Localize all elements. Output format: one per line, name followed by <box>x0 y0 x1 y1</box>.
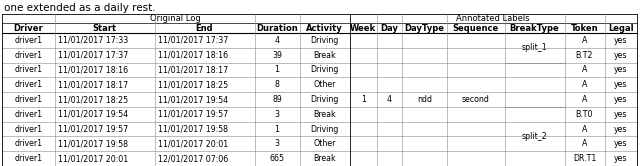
Text: 11/01/2017 19:58: 11/01/2017 19:58 <box>58 139 127 148</box>
Text: 4: 4 <box>387 95 392 104</box>
Text: yes: yes <box>614 154 627 163</box>
Text: Token: Token <box>571 24 598 33</box>
Text: A: A <box>582 65 587 74</box>
Text: Other: Other <box>314 139 336 148</box>
Text: 11/01/2017 20:01: 11/01/2017 20:01 <box>157 139 228 148</box>
Text: DR.T1: DR.T1 <box>573 154 596 163</box>
Text: 11/01/2017 17:33: 11/01/2017 17:33 <box>58 36 128 45</box>
Text: Break: Break <box>313 51 336 60</box>
Text: driver1: driver1 <box>14 65 42 74</box>
Text: yes: yes <box>614 95 627 104</box>
Text: Duration: Duration <box>256 24 298 33</box>
Text: B.T2: B.T2 <box>576 51 593 60</box>
Text: A: A <box>582 95 587 104</box>
Text: one extended as a daily rest.: one extended as a daily rest. <box>4 3 156 13</box>
Text: Driving: Driving <box>310 95 339 104</box>
Text: Sequence: Sequence <box>452 24 499 33</box>
Text: A: A <box>582 80 587 89</box>
Text: driver1: driver1 <box>14 36 42 45</box>
Text: 1: 1 <box>275 65 280 74</box>
Text: split_2: split_2 <box>522 132 547 141</box>
Text: A: A <box>582 36 587 45</box>
Text: 11/01/2017 19:57: 11/01/2017 19:57 <box>157 110 228 119</box>
Text: DayType: DayType <box>404 24 445 33</box>
Text: driver1: driver1 <box>14 95 42 104</box>
Text: Other: Other <box>314 80 336 89</box>
Text: 1: 1 <box>275 124 280 134</box>
Text: 11/01/2017 19:57: 11/01/2017 19:57 <box>58 124 127 134</box>
Text: Annotated Labels: Annotated Labels <box>456 14 530 23</box>
Text: Day: Day <box>381 24 399 33</box>
Text: Original Log: Original Log <box>150 14 201 23</box>
Text: BreakType: BreakType <box>509 24 559 33</box>
Text: 11/01/2017 18:25: 11/01/2017 18:25 <box>58 95 127 104</box>
Text: yes: yes <box>614 51 627 60</box>
Text: 11/01/2017 19:54: 11/01/2017 19:54 <box>157 95 228 104</box>
Text: 11/01/2017 18:17: 11/01/2017 18:17 <box>157 65 228 74</box>
Text: 3: 3 <box>275 110 280 119</box>
Text: 665: 665 <box>269 154 285 163</box>
Text: 1: 1 <box>361 95 365 104</box>
Text: Driving: Driving <box>310 124 339 134</box>
Text: Week: Week <box>350 24 376 33</box>
Text: driver1: driver1 <box>14 51 42 60</box>
Text: driver1: driver1 <box>14 80 42 89</box>
Text: 11/01/2017 18:17: 11/01/2017 18:17 <box>58 80 127 89</box>
Text: 11/01/2017 19:58: 11/01/2017 19:58 <box>157 124 227 134</box>
Text: yes: yes <box>614 80 627 89</box>
Text: Driver: Driver <box>13 24 43 33</box>
Text: Start: Start <box>92 24 116 33</box>
Text: Break: Break <box>313 154 336 163</box>
Text: driver1: driver1 <box>14 124 42 134</box>
Text: 11/01/2017 18:16: 11/01/2017 18:16 <box>157 51 228 60</box>
Text: driver1: driver1 <box>14 154 42 163</box>
Text: Driving: Driving <box>310 36 339 45</box>
Text: 12/01/2017 07:06: 12/01/2017 07:06 <box>157 154 228 163</box>
Text: driver1: driver1 <box>14 139 42 148</box>
Text: 11/01/2017 18:25: 11/01/2017 18:25 <box>157 80 228 89</box>
Text: 89: 89 <box>272 95 282 104</box>
Text: Legal: Legal <box>608 24 634 33</box>
Text: 11/01/2017 20:01: 11/01/2017 20:01 <box>58 154 128 163</box>
Text: split_1: split_1 <box>522 43 547 52</box>
Text: 8: 8 <box>275 80 280 89</box>
Text: yes: yes <box>614 36 627 45</box>
Text: second: second <box>462 95 490 104</box>
Text: 11/01/2017 19:54: 11/01/2017 19:54 <box>58 110 127 119</box>
Text: 39: 39 <box>272 51 282 60</box>
Text: A: A <box>582 124 587 134</box>
Text: 11/01/2017 18:16: 11/01/2017 18:16 <box>58 65 127 74</box>
Text: yes: yes <box>614 110 627 119</box>
Text: 4: 4 <box>275 36 280 45</box>
Text: Activity: Activity <box>306 24 343 33</box>
Text: Break: Break <box>313 110 336 119</box>
Text: yes: yes <box>614 124 627 134</box>
Text: A: A <box>582 139 587 148</box>
Text: yes: yes <box>614 139 627 148</box>
Text: ndd: ndd <box>417 95 432 104</box>
Text: Driving: Driving <box>310 65 339 74</box>
Text: 3: 3 <box>275 139 280 148</box>
Text: End: End <box>196 24 213 33</box>
Text: B.T0: B.T0 <box>576 110 593 119</box>
Text: 11/01/2017 17:37: 11/01/2017 17:37 <box>58 51 128 60</box>
Text: yes: yes <box>614 65 627 74</box>
Text: driver1: driver1 <box>14 110 42 119</box>
Text: 11/01/2017 17:37: 11/01/2017 17:37 <box>157 36 228 45</box>
